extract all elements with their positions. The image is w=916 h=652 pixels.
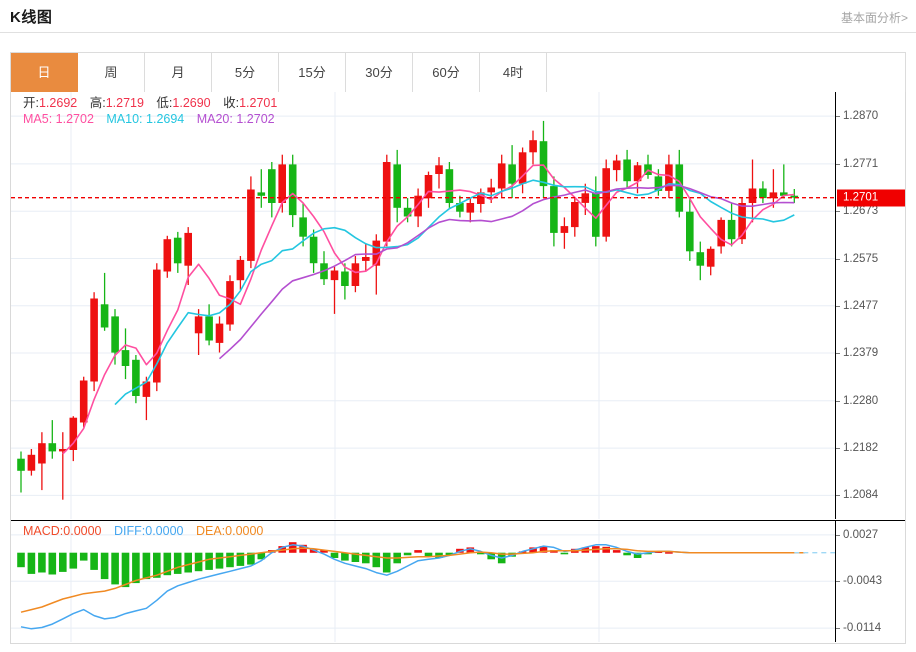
macd-axis-tick [836, 581, 840, 583]
price-axis-label: 1.2182 [843, 442, 879, 455]
tab-日[interactable]: 日 [11, 53, 78, 92]
price-axis-label: 1.2575 [843, 252, 879, 265]
tab-月[interactable]: 月 [145, 53, 212, 92]
macd-axis-label: 0.0027 [843, 528, 879, 541]
tab-4时[interactable]: 4时 [480, 53, 547, 92]
price-plot[interactable] [11, 92, 835, 519]
price-axis-tick [836, 495, 840, 497]
page-title: K线图 [10, 9, 53, 26]
tab-15分[interactable]: 15分 [279, 53, 346, 92]
price-axis-tick [836, 305, 840, 307]
macd-pane: 0.0027 -0.0043 -0.0114 MACD:0.0000 DIFF:0.… [11, 520, 905, 642]
price-axis-tick [836, 448, 840, 450]
price-axis-label: 1.2673 [843, 205, 879, 218]
last-price-badge: 1.2701 [837, 189, 905, 207]
price-axis-label: 1.2870 [843, 110, 879, 123]
macd-plot[interactable] [11, 521, 835, 642]
tab-30分[interactable]: 30分 [346, 53, 413, 92]
tab-周[interactable]: 周 [78, 53, 145, 92]
fundamental-analysis-link[interactable]: 基本面分析> [840, 11, 908, 25]
macd-axis-label: -0.0114 [843, 622, 882, 635]
page-header: K线图 基本面分析> [0, 0, 916, 33]
price-axis-tick [836, 353, 840, 354]
macd-axis: 0.0027 -0.0043 -0.0114 [835, 521, 905, 642]
price-axis-label: 1.2379 [843, 347, 879, 359]
price-axis-label: 1.2477 [843, 299, 879, 312]
tab-60分[interactable]: 60分 [413, 53, 480, 92]
macd-axis-label: -0.0043 [843, 575, 883, 588]
price-pane: 1.2870 1.2771 1.2673 1.2575 1.2477 1.2379 1.22… [11, 92, 905, 519]
chart-container: 1.2870 1.2771 1.2673 1.2575 1.2477 1.2379 1.22… [10, 92, 906, 644]
price-axis-label: 1.2280 [843, 394, 879, 407]
price-axis: 1.2870 1.2771 1.2673 1.2575 1.2477 1.2379 1.22… [835, 92, 905, 519]
price-axis-tick [836, 258, 840, 260]
price-axis-tick [836, 211, 840, 213]
price-axis-label: 1.2771 [843, 157, 879, 170]
price-axis-label: 1.2084 [843, 489, 879, 502]
timeframe-tabbar: 日周月 5分 15分 30分 60分 4时 [10, 52, 906, 93]
macd-axis-tick [836, 628, 840, 630]
macd-axis-tick [836, 534, 840, 536]
price-axis-tick [836, 163, 840, 165]
tab-5分[interactable]: 5分 [212, 53, 279, 92]
price-axis-tick [836, 116, 840, 118]
price-axis-tick [836, 400, 840, 402]
tabbar-filler [547, 53, 905, 92]
